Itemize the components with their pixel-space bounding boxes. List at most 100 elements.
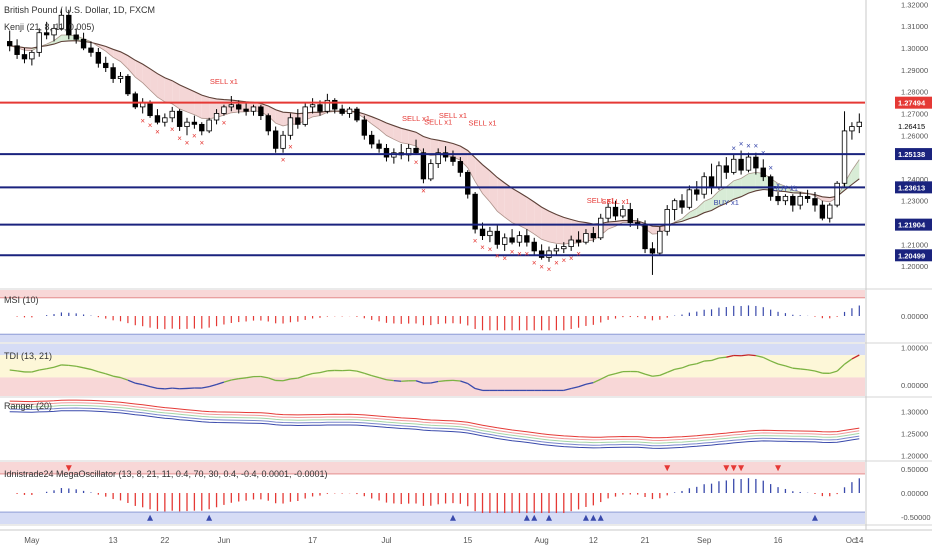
tdi-title: TDI (13, 21) — [4, 351, 52, 361]
signal-cross-marker: × — [421, 186, 426, 195]
sell-signal-label: SELL x1 — [210, 77, 238, 86]
time-tick-label: 16 — [774, 536, 783, 545]
tdi-line-segment — [10, 370, 17, 371]
sell-signal-label: SELL x1 — [439, 111, 467, 120]
candle-body — [44, 33, 49, 35]
candle — [126, 74, 131, 96]
level-price-box: 1.25138 — [895, 148, 932, 160]
candle-body — [680, 201, 685, 208]
signal-cross-marker: × — [761, 148, 766, 157]
signal-cross-marker: × — [532, 258, 537, 267]
candle-body — [606, 207, 611, 218]
time-tick-label: 14 — [855, 536, 864, 545]
price-tick-label: 1.28000 — [901, 88, 928, 97]
kenji-cloud-segment — [401, 128, 408, 144]
candle-body — [133, 94, 138, 107]
candle-body — [805, 196, 810, 198]
tdi-upper-band — [0, 344, 865, 355]
candle-body — [355, 109, 360, 120]
candle — [717, 161, 722, 189]
tdi-line-segment — [313, 373, 320, 374]
candle — [658, 227, 663, 255]
candle-body — [709, 177, 714, 188]
candle-body — [332, 100, 337, 109]
candle-body — [791, 196, 796, 205]
candle-body — [547, 251, 552, 258]
candle-body — [7, 41, 12, 45]
candle-body — [857, 122, 862, 126]
tdi-line-segment — [453, 380, 460, 381]
candle-body — [495, 231, 500, 244]
candle-body — [30, 52, 35, 59]
kenji-cloud-segment — [202, 95, 209, 119]
candle-body — [148, 103, 153, 116]
kenji-cloud-segment — [556, 214, 563, 244]
candle-body — [362, 120, 367, 135]
candle-body — [199, 124, 204, 131]
time-tick-label: Sep — [697, 536, 712, 545]
pane-tick-label: -0.50000 — [901, 513, 931, 522]
time-tick-label: 15 — [463, 536, 472, 545]
candle-body — [724, 166, 729, 173]
candle-body — [74, 35, 79, 39]
candle-body — [37, 33, 42, 53]
candle-body — [532, 242, 537, 251]
candle-body — [192, 122, 197, 124]
last-price-label: 1.26415 — [898, 122, 925, 131]
time-tick-label: 13 — [109, 536, 118, 545]
level-price-box-label: 1.20499 — [898, 251, 925, 260]
candle-body — [207, 120, 212, 131]
tdi-line-segment — [438, 381, 445, 382]
candle-body — [584, 233, 589, 242]
candle-body — [525, 236, 530, 243]
time-tick-label: 17 — [308, 536, 317, 545]
candle-body — [369, 135, 374, 144]
pane-tick-label: 1.25000 — [901, 429, 928, 438]
price-tick-label: 1.31000 — [901, 22, 928, 31]
candle — [37, 28, 42, 56]
candle-body — [687, 190, 692, 207]
tdi-line-segment — [290, 378, 297, 379]
tdi-mid-band — [0, 355, 865, 377]
candle-body — [259, 107, 264, 116]
megaoscillator-title: Idnistrade24 MegaOscillator (13, 8, 21, … — [4, 469, 328, 479]
candle-body — [827, 205, 832, 218]
candle-body — [517, 236, 522, 243]
candle-body — [746, 157, 751, 170]
candle-body — [480, 229, 485, 236]
signal-cross-marker: × — [414, 158, 419, 167]
candle-body — [273, 131, 278, 148]
candle-body — [813, 199, 818, 206]
candle — [133, 92, 138, 109]
level-price-box-label: 1.21904 — [898, 221, 926, 230]
signal-cross-marker: × — [185, 138, 190, 147]
tdi-line-segment — [69, 365, 76, 366]
candle-body — [251, 107, 256, 111]
kenji-cloud-segment — [187, 88, 194, 114]
candle-body — [303, 107, 308, 124]
buy-signal-label: BUY x1 — [773, 184, 798, 193]
candle-body — [569, 240, 574, 247]
candle-body — [214, 113, 219, 120]
kenji-cloud-segment — [497, 177, 504, 217]
candle-body — [539, 251, 544, 258]
candle-body — [731, 159, 736, 172]
level-price-box: 1.27494 — [895, 97, 932, 109]
candle-body — [185, 122, 190, 126]
candle-body — [842, 131, 847, 183]
candle-body — [554, 249, 559, 251]
signal-cross-marker: × — [502, 254, 507, 263]
level-price-box-label: 1.23613 — [898, 183, 925, 192]
level-price-box: 1.23613 — [895, 181, 932, 193]
candle-body — [628, 209, 633, 222]
tdi-lower-band — [0, 377, 865, 396]
candle-body — [717, 166, 722, 188]
candle-body — [126, 76, 131, 93]
candle-body — [89, 48, 94, 52]
candle-body — [761, 168, 766, 177]
sell-signal-label: SELL x1 — [601, 197, 629, 206]
tdi-line-segment — [165, 388, 172, 389]
